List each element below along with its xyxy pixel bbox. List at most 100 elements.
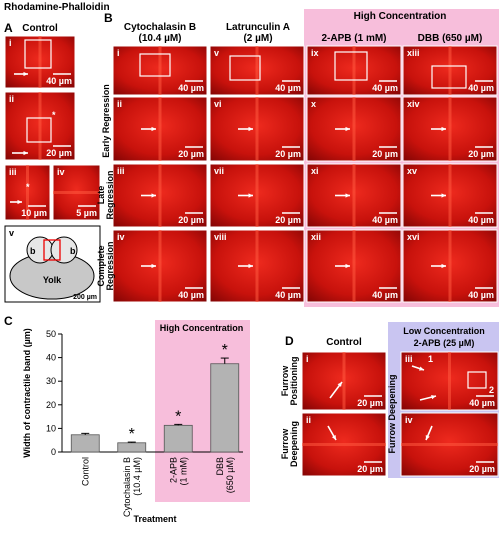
furrow xyxy=(352,97,356,161)
column-header: (2 µM) xyxy=(243,33,272,44)
panel-numeral: xv xyxy=(407,166,417,176)
panel-numeral: iv xyxy=(405,415,413,425)
furrow xyxy=(302,443,386,446)
scale-label: 20 µm xyxy=(46,148,72,158)
furrow xyxy=(342,352,346,410)
furrow xyxy=(448,164,452,227)
furrow xyxy=(38,36,42,88)
row-label: Deepening xyxy=(289,421,299,467)
panel-letter: C xyxy=(4,314,13,328)
panel-numeral: iv xyxy=(57,167,65,177)
furrow xyxy=(448,46,452,95)
arrow-head xyxy=(419,366,424,371)
furrow xyxy=(255,230,259,302)
furrow xyxy=(53,191,100,194)
bar xyxy=(70,434,100,453)
x-tick-label: Cytochalasin B xyxy=(122,457,132,517)
group-label: 2-APB (25 µM) xyxy=(414,338,475,348)
arrow-head xyxy=(248,193,253,198)
furrow xyxy=(401,443,498,446)
panel-numeral: viii xyxy=(214,232,227,242)
error-bar xyxy=(174,423,183,426)
furrow xyxy=(38,92,42,160)
panel-numeral: vii xyxy=(214,166,224,176)
arrow-head xyxy=(441,263,446,269)
panel-numeral: i xyxy=(306,354,309,364)
panel-header: Control xyxy=(326,337,362,348)
scale-label: 40 µm xyxy=(178,83,204,93)
panel-numeral: v xyxy=(9,228,14,238)
x-tick-label: (650 µM) xyxy=(225,457,235,493)
column-header: Cytochalasin B xyxy=(124,22,196,33)
panel-numeral: xii xyxy=(311,232,321,242)
arrow-head xyxy=(337,382,342,387)
arrow-head xyxy=(248,263,253,269)
scale-label: 20 µm xyxy=(357,464,383,474)
scale-label: 10 µm xyxy=(21,208,47,218)
x-tick-label: (1 mM) xyxy=(178,457,188,486)
scale-label: 40 µm xyxy=(469,398,495,408)
row-label: Late xyxy=(96,186,106,205)
arrow-head xyxy=(151,126,156,132)
furrow xyxy=(255,97,259,161)
row-label: Furrow xyxy=(280,428,290,459)
panel-numeral: iv xyxy=(117,232,125,242)
y-tick-label: 40 xyxy=(46,353,56,363)
zoom-box xyxy=(334,51,368,81)
panel-letter: B xyxy=(104,11,113,25)
furrow xyxy=(158,46,162,95)
zoom-box xyxy=(26,117,52,143)
zoom-box xyxy=(431,65,467,89)
x-axis-label: Treatment xyxy=(133,514,176,524)
scale-label: 20 µm xyxy=(178,215,204,225)
arrow-head xyxy=(331,435,336,440)
asterisk: * xyxy=(26,182,30,192)
scale-label: 40 µm xyxy=(468,290,494,300)
arrow-head xyxy=(23,71,28,77)
panel-numeral: ii xyxy=(117,99,122,109)
significance-mark: * xyxy=(222,342,228,359)
column-header: 2-APB (1 mM) xyxy=(321,33,386,44)
row-label: Regression xyxy=(105,241,115,290)
scale-label: 20 µm xyxy=(469,464,495,474)
panel-numeral: iii xyxy=(117,166,125,176)
group-label: Low Concentration xyxy=(403,326,485,336)
blastomere-label: b xyxy=(30,246,36,256)
panel-numeral: xvi xyxy=(407,232,420,242)
row-label: Complete xyxy=(96,245,106,286)
furrow xyxy=(255,164,259,227)
furrow xyxy=(448,352,451,410)
error-bar xyxy=(81,432,90,435)
zoom-box xyxy=(229,55,261,81)
furrow xyxy=(255,46,259,95)
furrow xyxy=(352,230,356,302)
zoom-box xyxy=(24,39,52,69)
panel-numeral: vi xyxy=(214,99,222,109)
furrow xyxy=(448,230,452,302)
marker-label: 1 xyxy=(428,354,433,364)
error-bar xyxy=(220,357,229,364)
y-tick-label: 0 xyxy=(51,447,56,457)
panel-numeral: ii xyxy=(306,415,311,425)
row-label: Furrow xyxy=(280,365,290,396)
significance-mark: * xyxy=(129,426,135,443)
panel-numeral: i xyxy=(117,48,120,58)
arrow-head xyxy=(345,126,350,132)
scale-label: 40 µm xyxy=(275,290,301,300)
panel-numeral: x xyxy=(311,99,316,109)
figure-title: Rhodamine-Phalloidin xyxy=(4,2,110,13)
x-tick-label: DBB xyxy=(215,457,225,476)
panel-numeral: i xyxy=(9,38,12,48)
scale-label: 40 µm xyxy=(275,83,301,93)
panel-numeral: xiii xyxy=(407,48,420,58)
scale-label: 40 µm xyxy=(468,215,494,225)
scale-label: 40 µm xyxy=(46,76,72,86)
y-tick-label: 20 xyxy=(46,400,56,410)
column-header: DBB (650 µM) xyxy=(418,33,483,44)
bar xyxy=(163,424,193,453)
furrow xyxy=(158,230,162,302)
panel-numeral: xi xyxy=(311,166,319,176)
scale-label: 20 µm xyxy=(468,149,494,159)
